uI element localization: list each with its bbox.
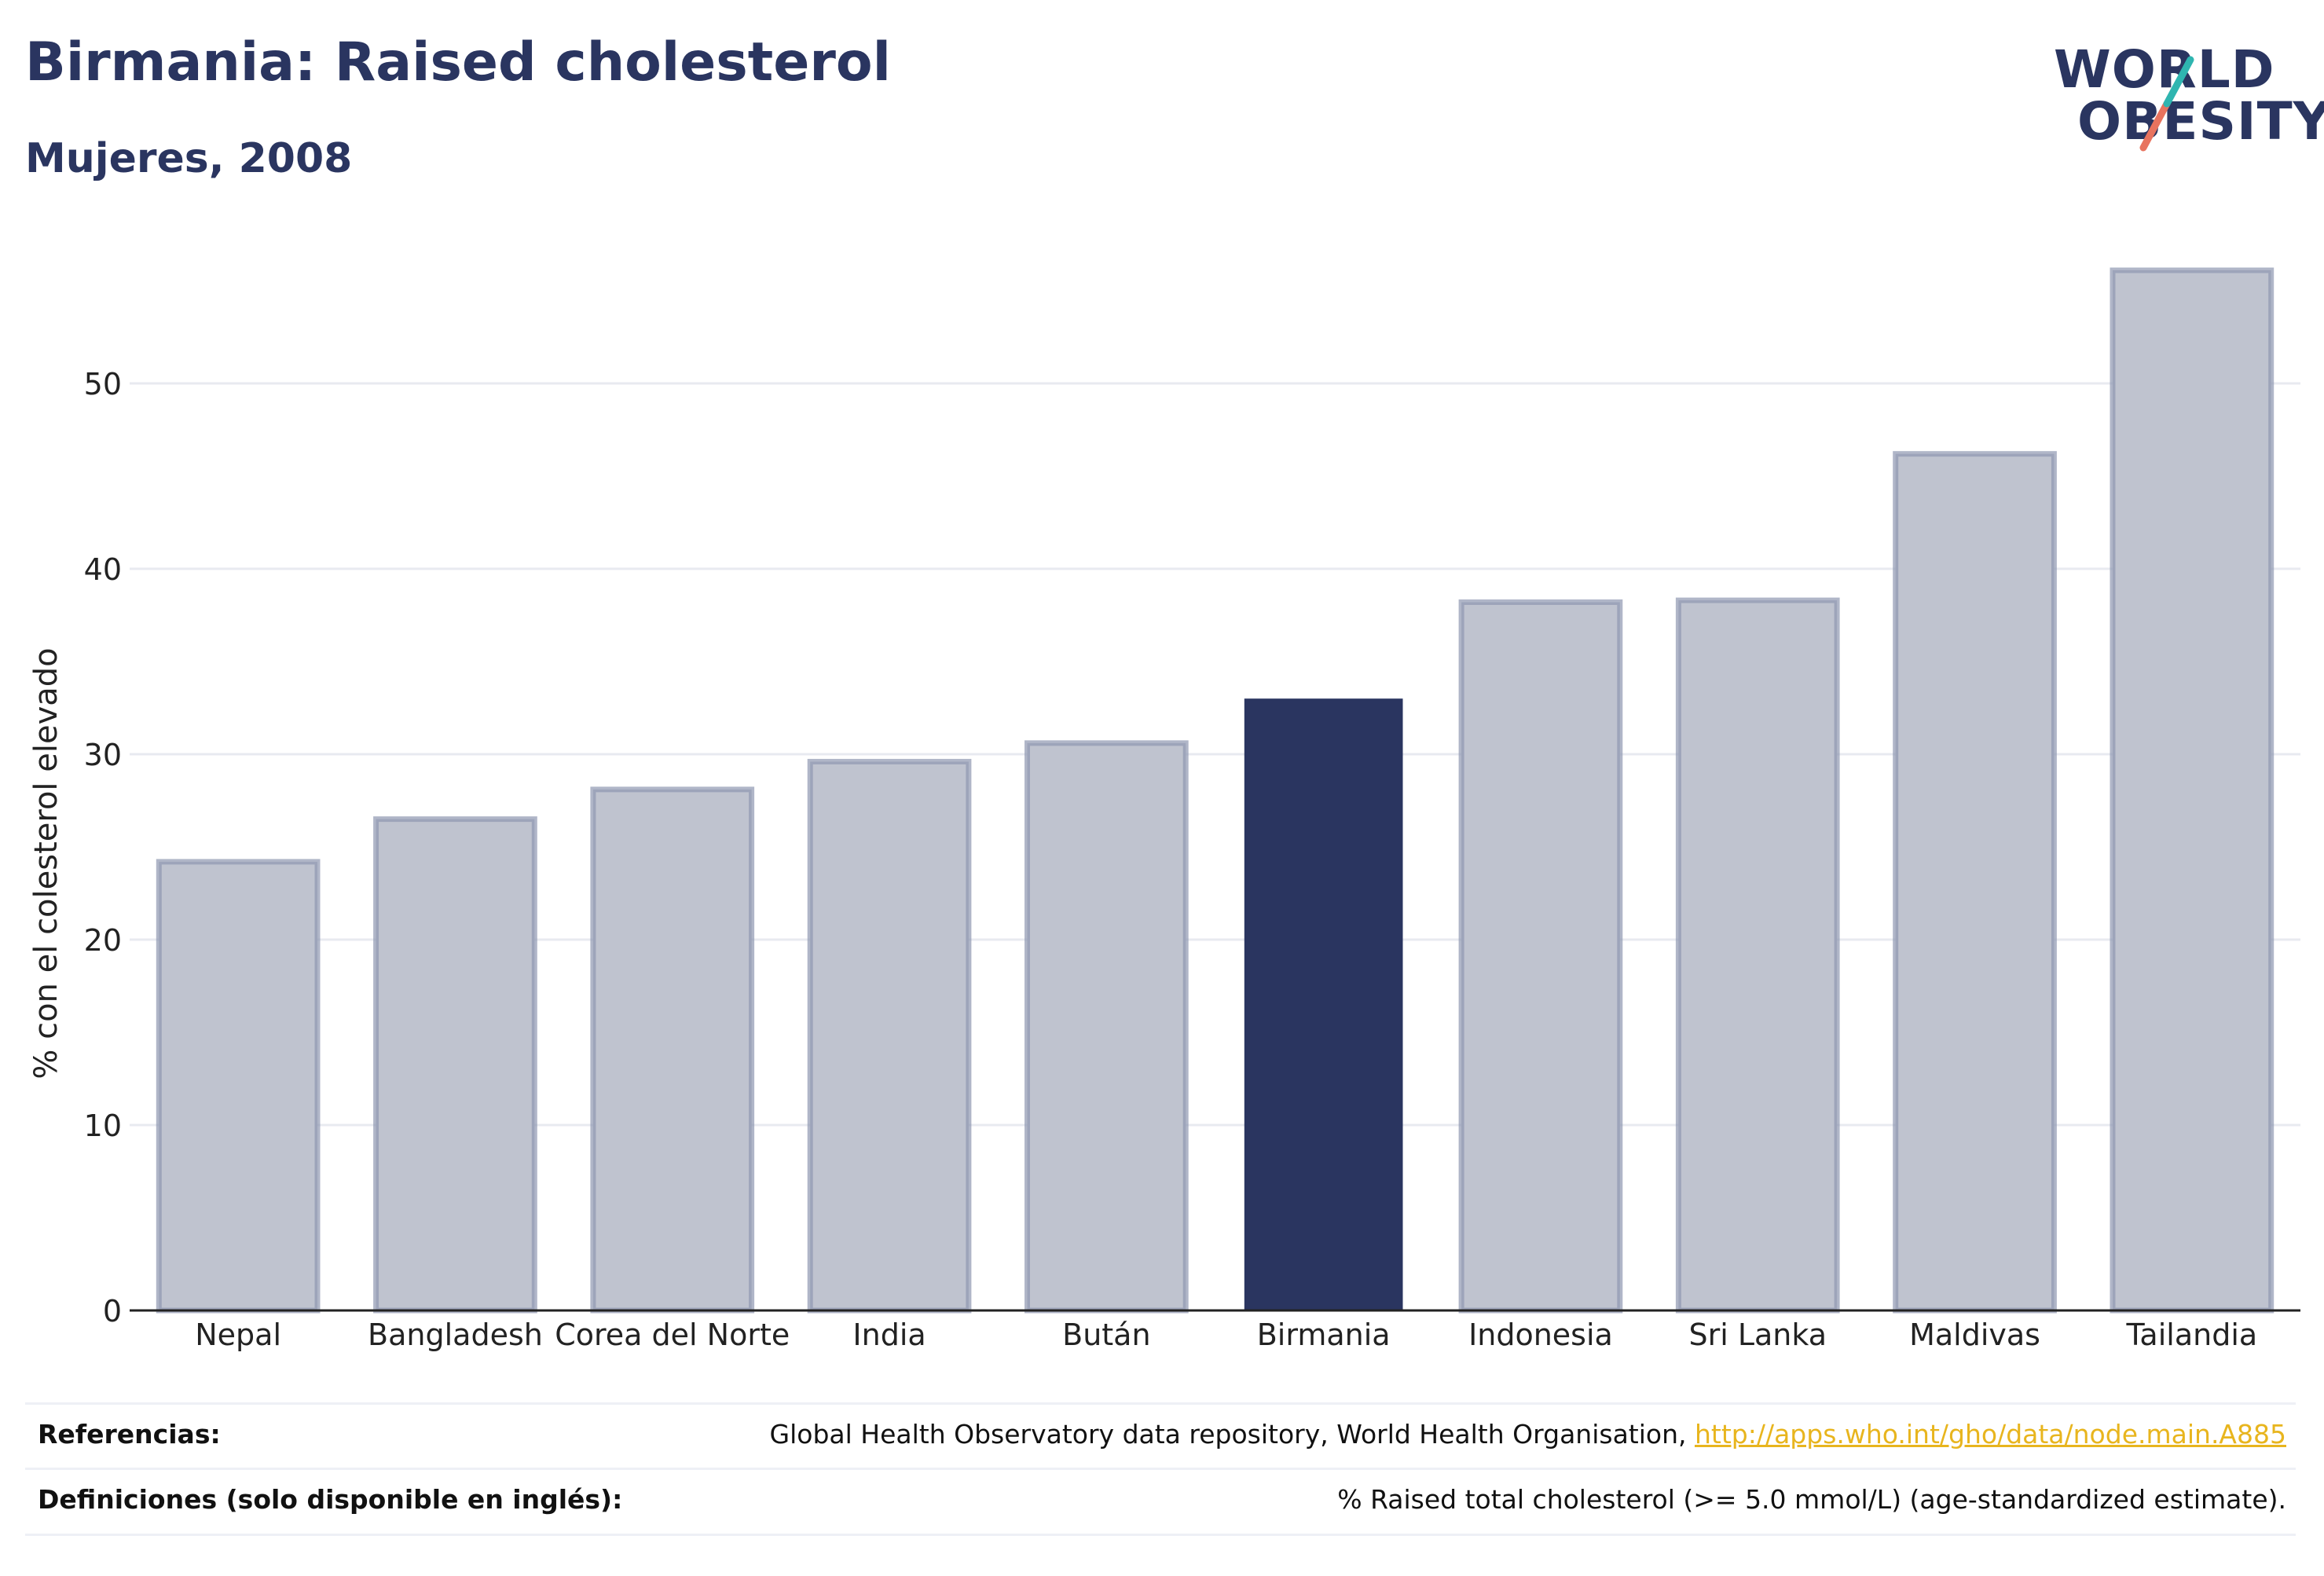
references-value: Global Health Observatory data repositor…: [770, 1419, 2286, 1450]
x-tick-label: India: [852, 1318, 926, 1352]
references-text: Global Health Observatory data repositor…: [769, 1419, 1695, 1450]
logo-line-1: WORLD: [2054, 39, 2275, 100]
definitions-row: Definiciones (solo disponible en inglés)…: [25, 1468, 2296, 1530]
y-tick-label: 50: [84, 367, 122, 401]
bar-corea-del-norte: [590, 786, 755, 1314]
y-tick-label: 30: [84, 738, 122, 772]
world-obesity-logo: WORLD OBESITY: [2043, 31, 2324, 173]
logo-line-2: OBESITY: [2077, 91, 2324, 152]
footer-divider: [25, 1534, 2296, 1536]
definitions-value: % Raised total cholesterol (>= 5.0 mmol/…: [1337, 1484, 2286, 1515]
y-tick-label: 20: [84, 923, 122, 958]
y-tick-label: 0: [103, 1294, 122, 1329]
logo-slash-icon: [2139, 56, 2194, 152]
x-tick-label: Corea del Norte: [555, 1318, 790, 1352]
bar-india: [807, 758, 972, 1314]
references-row: Referencias: Global Health Observatory d…: [25, 1402, 2296, 1464]
references-link[interactable]: http://apps.who.int/gho/data/node.main.A…: [1694, 1419, 2286, 1450]
x-tick-label: Birmania: [1257, 1318, 1391, 1352]
chart-title: Birmania: Raised cholesterol: [25, 31, 891, 93]
bar-nepal: [156, 859, 321, 1314]
bar-sri-lanka: [1675, 597, 1840, 1314]
y-tick-label: 40: [84, 552, 122, 587]
bar-bangladesh: [373, 816, 537, 1314]
x-tick-label: Indonesia: [1468, 1318, 1613, 1352]
bar-chart: 0 10 20 30 40 50 % con el colesterol elevado Ne…: [28, 267, 2300, 1352]
x-tick-label: Bangladesh: [368, 1318, 543, 1352]
chart-subtitle: Mujeres, 2008: [25, 135, 353, 182]
bar-bután: [1025, 740, 1189, 1314]
x-tick-label: Nepal: [195, 1318, 281, 1352]
references-label: Referencias:: [38, 1419, 221, 1450]
x-tick-label: Sri Lanka: [1688, 1318, 1827, 1352]
bar-indonesia: [1458, 599, 1623, 1314]
y-tick-label: 10: [84, 1109, 122, 1143]
x-tick-label: Bután: [1062, 1318, 1150, 1352]
bar-tailandia: [2110, 267, 2275, 1314]
x-tick-label: Tailandia: [2126, 1318, 2258, 1352]
y-axis-label: % con el colesterol elevado: [28, 647, 64, 1079]
bar-birmania: [1244, 698, 1403, 1310]
x-tick-label: Maldivas: [1909, 1318, 2040, 1352]
bar-maldivas: [1893, 451, 2057, 1314]
definitions-label: Definiciones (solo disponible en inglés)…: [38, 1484, 623, 1515]
